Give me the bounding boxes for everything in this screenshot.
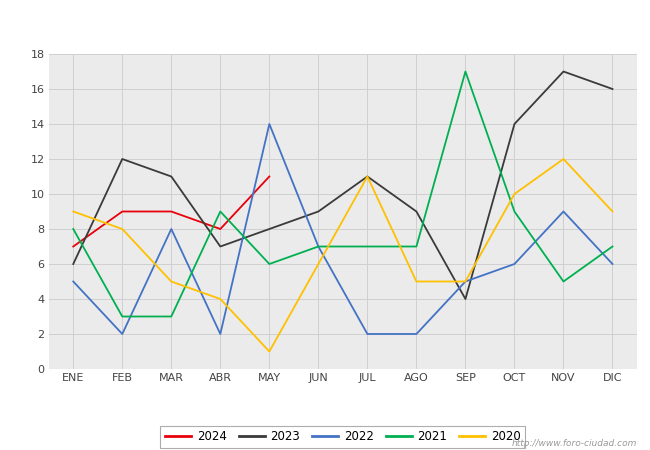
2022 (462, 279, 469, 284)
2021 (510, 209, 518, 214)
Line: 2022: 2022 (73, 124, 612, 334)
2022 (363, 331, 371, 337)
2023 (168, 174, 176, 179)
2021 (413, 244, 421, 249)
2023 (413, 209, 421, 214)
2022 (560, 209, 567, 214)
2023 (118, 156, 126, 162)
2022 (70, 279, 77, 284)
2023 (608, 86, 616, 92)
2023 (363, 174, 371, 179)
2021 (216, 209, 224, 214)
Text: http://www.foro-ciudad.com: http://www.foro-ciudad.com (512, 439, 637, 448)
2024 (118, 209, 126, 214)
2020 (118, 226, 126, 232)
2023 (70, 261, 77, 267)
2021 (70, 226, 77, 232)
Text: Matriculaciones de Vehiculos en Sant Cebrià de Vallalta: Matriculaciones de Vehiculos en Sant Ceb… (122, 13, 528, 28)
Legend: 2024, 2023, 2022, 2021, 2020: 2024, 2023, 2022, 2021, 2020 (161, 426, 525, 448)
2020 (608, 209, 616, 214)
2024 (168, 209, 176, 214)
2020 (560, 156, 567, 162)
2020 (413, 279, 421, 284)
Line: 2024: 2024 (73, 176, 269, 247)
2021 (265, 261, 273, 267)
2024 (265, 174, 273, 179)
2022 (216, 331, 224, 337)
2020 (168, 279, 176, 284)
2023 (560, 69, 567, 74)
2021 (363, 244, 371, 249)
2021 (315, 244, 322, 249)
2021 (462, 69, 469, 74)
2020 (510, 191, 518, 197)
2022 (265, 122, 273, 127)
2021 (608, 244, 616, 249)
Line: 2020: 2020 (73, 159, 612, 351)
2020 (216, 296, 224, 302)
2020 (462, 279, 469, 284)
2020 (70, 209, 77, 214)
2023 (265, 226, 273, 232)
2022 (118, 331, 126, 337)
Line: 2021: 2021 (73, 72, 612, 316)
2023 (510, 122, 518, 127)
2020 (363, 174, 371, 179)
2022 (315, 244, 322, 249)
2023 (462, 296, 469, 302)
2021 (560, 279, 567, 284)
2021 (118, 314, 126, 319)
2021 (168, 314, 176, 319)
2022 (168, 226, 176, 232)
2022 (413, 331, 421, 337)
2020 (315, 261, 322, 267)
2024 (216, 226, 224, 232)
2022 (608, 261, 616, 267)
2022 (510, 261, 518, 267)
2023 (216, 244, 224, 249)
2020 (265, 349, 273, 354)
Line: 2023: 2023 (73, 72, 612, 299)
2023 (315, 209, 322, 214)
2024 (70, 244, 77, 249)
